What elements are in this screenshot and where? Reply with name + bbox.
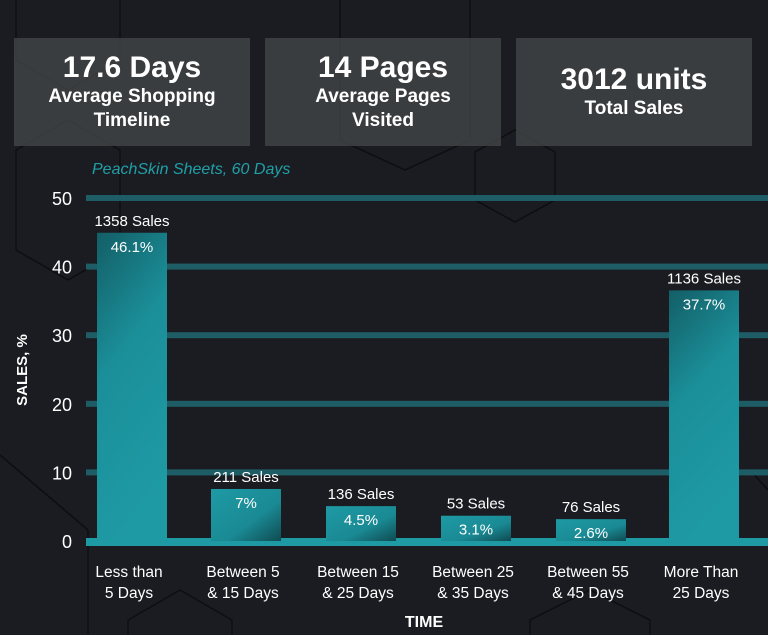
sales-label: 211 Sales [213,469,279,486]
x-tick-label: Between 15 [317,564,399,581]
x-axis-label: TIME [405,614,444,631]
percent-label: 4.5% [344,512,378,529]
y-tick-label: 50 [52,189,72,209]
gridline-30 [86,332,768,339]
sales-label: 1358 Sales [94,213,169,230]
percent-label: 3.1% [459,522,493,539]
stat-card-shopping-timeline: 17.6 Days Average Shopping Timeline [14,38,250,146]
gridline-20 [86,400,768,407]
x-tick-label: Less than [95,564,162,581]
y-tick-label: 40 [52,258,72,278]
stat-card-pages-visited: 14 Pages Average Pages Visited [265,38,501,146]
x-tick-label: More Than [664,564,739,581]
stat-value: 3012 units [560,63,708,96]
stat-value: 14 Pages [317,51,449,84]
y-tick-label: 30 [52,326,72,346]
x-tick-label: 5 Days [105,585,153,602]
gridline-40 [86,263,768,270]
percent-label: 46.1% [111,239,154,256]
y-tick-label: 20 [52,395,72,415]
bar [326,506,396,541]
gridline-50 [86,195,768,201]
x-tick-label: Between 55 [547,564,629,581]
percent-label: 37.7% [683,296,726,313]
gridline-10 [86,469,768,476]
bar [556,519,626,541]
stat-label: Total Sales [584,98,684,119]
sales-label: 53 Sales [447,496,505,513]
chart-subtitle: PeachSkin Sheets, 60 Days [92,161,291,178]
stat-label: Average Shopping Timeline [48,86,216,131]
sales-label: 1136 Sales [667,270,741,287]
y-tick-label: 0 [62,532,72,552]
bar [211,488,281,541]
bar [441,515,511,541]
sales-label: 136 Sales [328,486,395,503]
x-tick-label: & 15 Days [207,585,279,602]
y-axis-label: SALES, % [14,334,31,406]
y-tick-label: 10 [52,463,72,483]
x-tick-label: Between 25 [432,564,514,581]
sales-label: 76 Sales [562,499,620,516]
x-tick-label: Between 5 [206,564,279,581]
bar [97,232,167,541]
x-tick-label: & 25 Days [322,585,394,602]
stat-card-total-sales: 3012 units Total Sales [516,38,752,146]
x-tick-label: & 45 Days [552,585,624,602]
gridline-0 [86,538,768,546]
percent-label: 7% [235,495,257,512]
stat-label: Average Pages Visited [315,86,451,131]
stat-value: 17.6 Days [62,51,202,84]
percent-label: 2.6% [574,525,608,542]
x-tick-label: & 35 Days [437,585,509,602]
bar [669,290,739,541]
x-tick-label: 25 Days [673,585,730,602]
